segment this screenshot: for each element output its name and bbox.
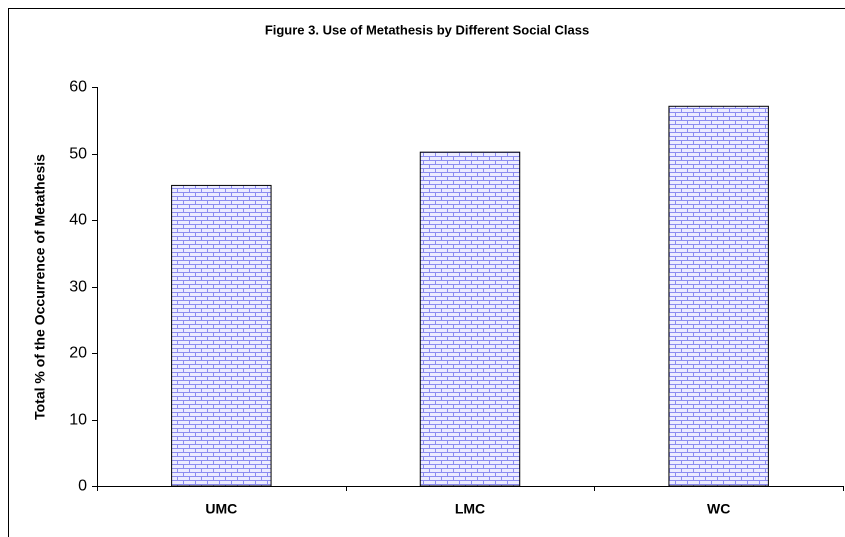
y-tick-label: 50 [69,146,87,163]
y-axis-label: Total % of the Occurrence of Metathesis [32,154,48,420]
y-tick-label: 0 [78,478,87,495]
y-tick-label: 10 [69,412,87,429]
y-tick-label: 40 [69,212,87,229]
bar [419,151,521,487]
bar [171,184,272,487]
chart-title: Figure 3. Use of Metathesis by Different… [265,22,589,37]
y-tick-label: 60 [69,79,87,96]
x-tick-label: LMC [455,501,485,517]
x-tick-label: WC [707,501,730,517]
y-tick-label: 30 [69,279,87,296]
chart-frame [8,8,845,537]
y-tick-label: 20 [69,345,87,362]
x-tick-label: UMC [205,501,237,517]
bar [668,105,769,487]
